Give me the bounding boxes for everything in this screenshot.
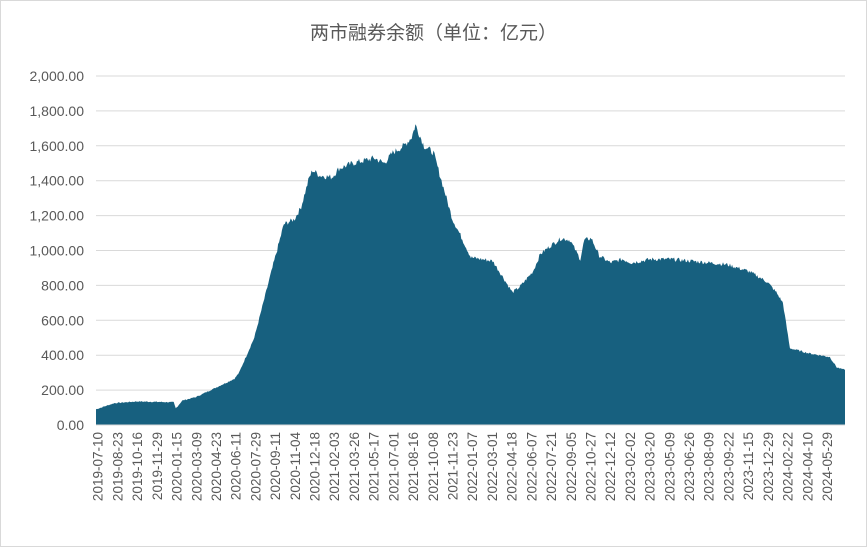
x-tick-label: 2021-10-08 <box>426 432 441 501</box>
x-tick-label: 2022-01-07 <box>465 432 480 501</box>
x-tick-label: 2023-05-09 <box>662 432 677 501</box>
y-tick-label: 1,400.00 <box>30 173 85 189</box>
y-tick-label: 600.00 <box>41 312 84 328</box>
x-tick-label: 2019-11-29 <box>150 432 165 500</box>
x-tick-label: 2021-11-23 <box>446 432 461 500</box>
x-tick-label: 2024-04-10 <box>800 432 815 501</box>
x-tick-label: 2021-02-03 <box>327 432 342 501</box>
x-tick-label: 2021-03-26 <box>347 432 362 501</box>
x-tick-label: 2020-01-15 <box>170 432 185 501</box>
y-tick-label: 400.00 <box>41 347 84 363</box>
x-tick-label: 2020-09-11 <box>268 432 283 500</box>
y-tick-label: 1,200.00 <box>30 208 85 224</box>
x-tick-label: 2022-04-18 <box>505 432 520 501</box>
x-tick-label: 2022-07-21 <box>544 432 559 501</box>
y-tick-label: 1,000.00 <box>30 243 85 259</box>
x-tick-label: 2020-04-23 <box>209 432 224 501</box>
area-series <box>96 124 845 425</box>
x-tick-label: 2022-03-01 <box>485 432 500 501</box>
x-tick-label: 2020-12-18 <box>308 432 323 501</box>
x-tick-label: 2023-11-15 <box>741 432 756 500</box>
x-tick-label: 2021-07-01 <box>386 432 401 501</box>
x-tick-label: 2019-10-16 <box>130 432 145 501</box>
y-tick-label: 2,000.00 <box>30 68 85 84</box>
x-tick-label: 2023-09-22 <box>721 432 736 501</box>
x-tick-label: 2020-07-29 <box>248 432 263 501</box>
x-tick-label: 2022-12-12 <box>603 432 618 501</box>
x-tick-label: 2024-05-29 <box>820 432 835 501</box>
y-tick-label: 200.00 <box>41 382 84 398</box>
x-tick-label: 2019-07-10 <box>91 432 106 501</box>
x-tick-label: 2023-02-02 <box>623 432 638 501</box>
y-tick-label: 0.00 <box>57 417 84 433</box>
y-tick-label: 1,600.00 <box>30 138 85 154</box>
x-tick-label: 2021-08-16 <box>406 432 421 501</box>
x-tick-label: 2023-12-29 <box>761 432 776 501</box>
y-tick-label: 1,800.00 <box>30 103 85 119</box>
x-tick-label: 2022-06-07 <box>524 432 539 501</box>
x-tick-label: 2020-03-09 <box>189 432 204 501</box>
x-tick-label: 2020-11-04 <box>288 432 303 501</box>
x-tick-label: 2022-10-27 <box>583 432 598 501</box>
x-tick-label: 2023-03-20 <box>643 432 658 501</box>
x-tick-label: 2020-06-11 <box>229 432 244 500</box>
x-tick-label: 2024-02-22 <box>781 432 796 501</box>
y-tick-label: 800.00 <box>41 277 84 293</box>
x-tick-label: 2022-09-05 <box>564 432 579 501</box>
x-tick-label: 2023-06-26 <box>682 432 697 501</box>
x-tick-label: 2023-08-09 <box>702 432 717 501</box>
chart-title: 两市融券余额（单位：亿元） <box>309 22 557 44</box>
x-tick-label: 2021-05-17 <box>367 432 382 501</box>
x-tick-label: 2019-08-23 <box>110 432 125 501</box>
